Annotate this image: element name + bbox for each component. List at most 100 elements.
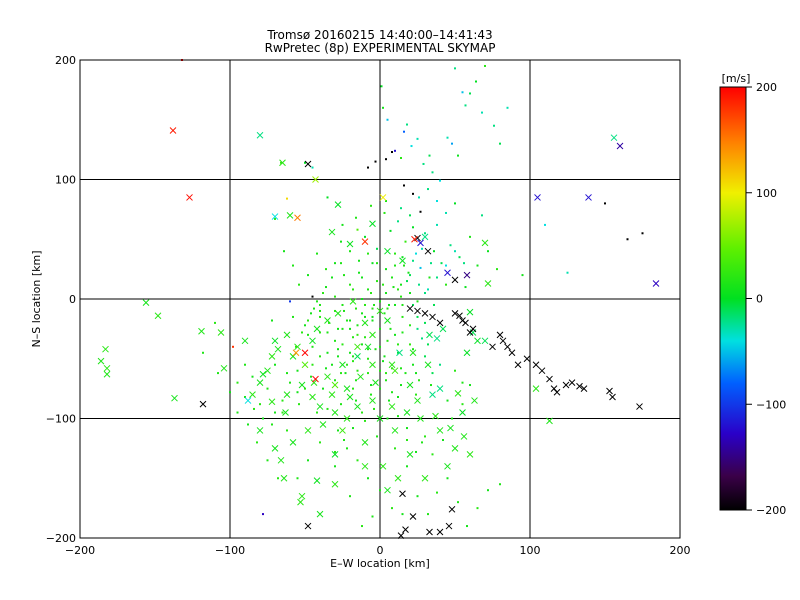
velocity-dot [316, 300, 318, 303]
velocity-dot [283, 250, 285, 253]
velocity-dot [382, 283, 384, 286]
velocity-dot [349, 495, 351, 498]
velocity-dot [341, 343, 344, 346]
velocity-dot [419, 266, 422, 269]
velocity-cross [256, 379, 264, 387]
velocity-dot [247, 423, 249, 426]
velocity-cross [309, 393, 316, 401]
velocity-dot [370, 204, 372, 207]
velocity-cross [379, 194, 387, 201]
velocity-dot [334, 262, 336, 265]
velocity-cross [244, 397, 252, 404]
velocity-cross [283, 391, 291, 398]
velocity-dot [376, 247, 378, 250]
velocity-dot [367, 372, 369, 375]
velocity-dot [422, 162, 425, 165]
velocity-cross [376, 307, 384, 315]
velocity-cross [546, 375, 553, 383]
colorbar-label: [m/s] [722, 72, 751, 85]
velocity-cross [499, 337, 507, 345]
velocity-cross [357, 373, 364, 381]
velocity-dot [449, 244, 452, 247]
velocity-dot [376, 280, 378, 283]
velocity-dot [406, 465, 408, 468]
velocity-dot [391, 276, 393, 279]
velocity-cross [504, 343, 511, 351]
velocity-dot [386, 417, 389, 420]
velocity-cross [538, 367, 546, 375]
velocity-dot [391, 391, 393, 394]
velocity-cross [361, 319, 369, 327]
velocity-dot [436, 276, 438, 279]
velocity-dot [361, 298, 363, 300]
velocity-dot [641, 232, 644, 235]
velocity-cross [421, 474, 429, 482]
chart-subtitle: RwPretec (8p) EXPERIMENTAL SKYMAP [265, 41, 496, 55]
velocity-cross [432, 412, 439, 420]
velocity-cross [451, 309, 459, 317]
velocity-cross [339, 361, 346, 369]
velocity-cross [301, 361, 309, 369]
velocity-dot [334, 450, 336, 453]
velocity-dot [331, 363, 333, 366]
velocity-dot [364, 315, 366, 318]
velocity-cross [298, 381, 306, 389]
velocity-dot [379, 345, 381, 348]
velocity-cross [409, 349, 417, 357]
velocity-cross [279, 159, 286, 167]
velocity-dot [371, 262, 374, 265]
velocity-cross [456, 312, 463, 320]
velocity-cross [463, 271, 471, 279]
velocity-dot [458, 256, 461, 259]
data-points [97, 59, 660, 539]
velocity-dot [521, 274, 524, 277]
velocity-dot [386, 339, 389, 342]
velocity-dot [463, 262, 465, 265]
velocity-dot [404, 372, 407, 375]
velocity-dot [334, 339, 336, 342]
velocity-dot [356, 333, 359, 336]
velocity-dot [428, 276, 431, 279]
velocity-dot [371, 307, 374, 310]
velocity-dot [419, 210, 422, 213]
velocity-dot [376, 435, 378, 438]
velocity-dot [337, 355, 339, 358]
velocity-cross [259, 370, 267, 378]
velocity-dot [322, 387, 324, 390]
velocity-dot [436, 200, 438, 203]
velocity-dot [446, 477, 449, 480]
x-axis-label: E–W location [km] [330, 557, 430, 570]
velocity-dot [391, 151, 393, 154]
velocity-dot [484, 64, 486, 67]
velocity-cross [451, 276, 459, 284]
velocity-cross [319, 421, 327, 428]
velocity-cross [532, 385, 540, 392]
velocity-dot [356, 228, 359, 231]
velocity-dot [379, 327, 381, 330]
velocity-dot [286, 372, 288, 375]
velocity-cross [406, 450, 414, 458]
velocity-dot [389, 327, 392, 330]
velocity-dot [367, 477, 369, 480]
velocity-cross [391, 367, 399, 375]
velocity-dot [316, 252, 318, 255]
velocity-dot [424, 321, 426, 324]
velocity-cross [417, 415, 424, 422]
velocity-cross [585, 194, 592, 201]
velocity-dot [385, 372, 387, 375]
velocity-cross [562, 381, 570, 389]
y-tick-label: −200 [46, 532, 76, 545]
velocity-dot [298, 283, 300, 286]
velocity-dot [352, 355, 354, 358]
velocity-dot [424, 292, 426, 295]
velocity-cross [312, 375, 319, 383]
velocity-dot [356, 324, 359, 327]
velocity-dot [496, 268, 498, 271]
velocity-cross [636, 403, 643, 410]
velocity-dot [383, 312, 386, 315]
velocity-dot [352, 360, 354, 363]
velocity-dot [415, 393, 417, 396]
velocity-dot [406, 123, 408, 126]
velocity-cross [271, 337, 279, 345]
velocity-cross [268, 398, 276, 406]
